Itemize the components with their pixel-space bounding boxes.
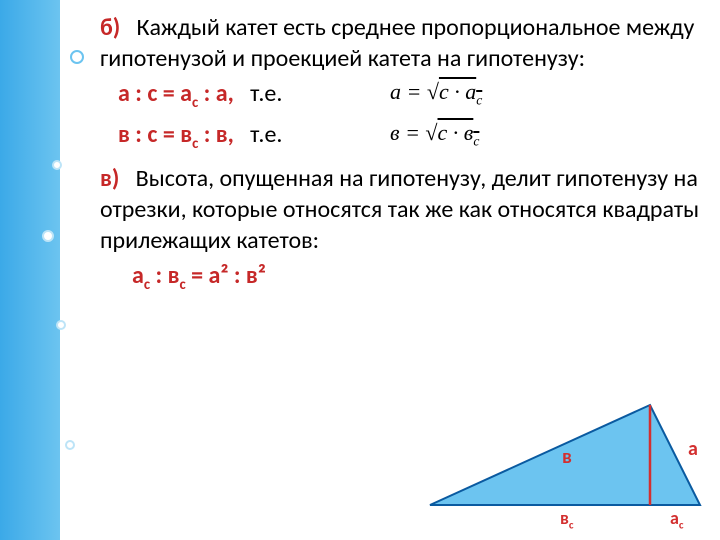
tri-label-ac-sub: с [679, 518, 684, 532]
tri-label-ac-b: а [670, 507, 679, 529]
sqrt-formula-a: a = √c · ac [390, 78, 482, 109]
ratio-b-part1: в : с = в [118, 120, 192, 149]
side-decoration [0, 0, 100, 540]
f1-lhs: a [390, 79, 401, 104]
ratio-a: а : с = ас : а, [118, 79, 239, 108]
section-b-intro: б) Каждый катет есть среднее пропорциона… [100, 12, 700, 74]
tri-label-bc-sub: с [569, 518, 574, 532]
main-content: б) Каждый катет есть среднее пропорциона… [100, 12, 700, 294]
section-b-text-body: Каждый катет есть среднее пропорциональн… [100, 13, 694, 73]
f2-eq: = [405, 120, 420, 145]
te-2: т.е. [250, 120, 282, 149]
section-v-text [125, 164, 136, 193]
section-b-label: б) [100, 13, 120, 42]
section-v-label: в) [100, 164, 119, 193]
side-bar [0, 0, 60, 540]
deco-circle [70, 50, 84, 64]
tri-label-bc-b: в [560, 507, 569, 529]
formula-line-1: а : с = ас : а, т.е. a = √c · ac [100, 78, 700, 112]
f1-eq: = [407, 79, 422, 104]
section-v-text-body: Высота, опущенная на гипотенузу, делит г… [100, 164, 699, 255]
rs-bc: : в [150, 261, 179, 290]
f1-rhs-b: c · a [439, 79, 476, 104]
f2-rhs: c · вc [438, 120, 480, 145]
tri-label-bc: вс [560, 507, 574, 532]
deco-circle [52, 160, 62, 170]
f2-rhs-sub: c [473, 133, 479, 148]
tri-label-a: а [688, 437, 698, 461]
formula-line-2: в : с = вс : в, т.е. в = √c · вc [100, 119, 700, 153]
f1-rhs-sub: c [476, 93, 482, 108]
f2-rhs-b: c · в [438, 120, 474, 145]
f1-rhs: c · ac [439, 79, 482, 104]
section-b-text [126, 13, 137, 42]
ratio-squares: ас : вс = а² : в² [100, 260, 700, 294]
section-v-intro: в) Высота, опущенная на гипотенузу, дели… [100, 163, 700, 257]
tri-label-ac: ас [670, 507, 684, 532]
ratio-b-rest: : в, [198, 120, 234, 149]
rs-eq: = а² : в² [186, 261, 266, 290]
deco-circle [42, 230, 54, 242]
ratio-a-rest: : а, [198, 79, 234, 108]
rs-ac: а [132, 261, 144, 290]
te-1: т.е. [250, 79, 282, 108]
triangle-diagram: а в ас вс [420, 395, 710, 535]
tri-label-b: в [562, 445, 572, 469]
deco-circle [56, 320, 66, 330]
ratio-a-part1: а : с = а [118, 79, 192, 108]
deco-circle [65, 440, 75, 450]
f2-lhs: в [390, 120, 400, 145]
sqrt-formula-b: в = √c · вc [390, 119, 479, 150]
ratio-b: в : с = вс : в, [118, 120, 239, 149]
